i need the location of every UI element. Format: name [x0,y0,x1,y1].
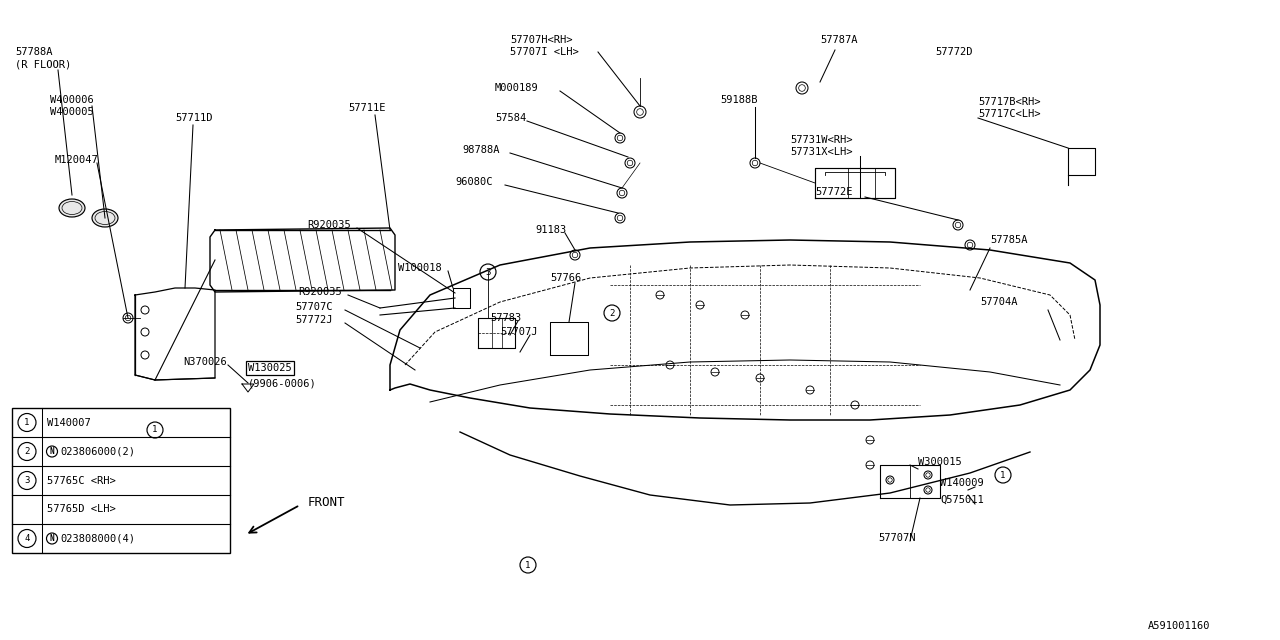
Text: M120047: M120047 [55,155,99,165]
Text: 57707H<RH>: 57707H<RH> [509,35,572,45]
Text: 57717C<LH>: 57717C<LH> [978,109,1041,119]
Circle shape [617,188,627,198]
Text: 023806000(2): 023806000(2) [60,447,134,456]
Text: 96080C: 96080C [454,177,493,187]
Text: W300015: W300015 [918,457,961,467]
Text: FRONT: FRONT [308,495,346,509]
Circle shape [614,133,625,143]
Bar [12,408,230,553]
Text: 57785A: 57785A [989,235,1028,245]
Text: R920035: R920035 [298,287,342,297]
Text: 57766: 57766 [550,273,581,283]
Text: W140009: W140009 [940,478,984,488]
Text: N: N [50,534,54,543]
Text: W100018: W100018 [398,263,442,273]
Text: 57704A: 57704A [980,297,1018,307]
Circle shape [570,250,580,260]
Text: 57584: 57584 [495,113,526,123]
Text: 57731W<RH>: 57731W<RH> [790,135,852,145]
Text: 57772E: 57772E [815,187,852,197]
Text: 57788A: 57788A [15,47,52,57]
Text: 59188B: 59188B [721,95,758,105]
Text: 3: 3 [485,268,490,276]
Text: (9906-0006): (9906-0006) [248,378,316,388]
Circle shape [634,106,646,118]
Circle shape [625,158,635,168]
Text: 57707J: 57707J [500,327,538,337]
Circle shape [924,471,932,479]
Text: 57772J: 57772J [294,315,333,325]
Text: 57717B<RH>: 57717B<RH> [978,97,1041,107]
Text: 57711D: 57711D [175,113,212,123]
Text: 57707I <LH>: 57707I <LH> [509,47,579,57]
Circle shape [954,220,963,230]
Text: 4: 4 [24,534,29,543]
Text: 1: 1 [152,426,157,435]
Text: W140007: W140007 [47,417,91,428]
Text: 57731X<LH>: 57731X<LH> [790,147,852,157]
Circle shape [614,213,625,223]
Circle shape [796,82,808,94]
Text: 57711E: 57711E [348,103,385,113]
Text: 1: 1 [24,418,29,427]
Text: 98788A: 98788A [462,145,499,155]
Text: 57707N: 57707N [878,533,915,543]
Text: (R FLOOR): (R FLOOR) [15,59,72,69]
Text: W130025: W130025 [248,363,292,373]
Text: N370026: N370026 [183,357,227,367]
Text: 1: 1 [1000,470,1006,479]
Text: 57772D: 57772D [934,47,973,57]
Circle shape [123,313,133,323]
Text: R920035: R920035 [307,220,351,230]
Text: 57783: 57783 [490,313,521,323]
Ellipse shape [92,209,118,227]
Text: 2: 2 [24,447,29,456]
Text: Q575011: Q575011 [940,495,984,505]
Text: 2: 2 [609,308,614,317]
Text: 57787A: 57787A [820,35,858,45]
Text: W400005: W400005 [50,107,93,117]
Text: A591001160: A591001160 [1148,621,1211,631]
Text: W400006: W400006 [50,95,93,105]
Text: N: N [50,447,54,456]
Text: 57707C: 57707C [294,302,333,312]
Circle shape [924,486,932,494]
Ellipse shape [59,199,84,217]
Text: 1: 1 [525,561,531,570]
Text: M000189: M000189 [495,83,539,93]
Text: 57765D <LH>: 57765D <LH> [47,504,115,515]
Text: 3: 3 [24,476,29,485]
Circle shape [965,240,975,250]
Circle shape [750,158,760,168]
Circle shape [886,476,893,484]
Text: 57765C <RH>: 57765C <RH> [47,476,115,486]
Text: 91183: 91183 [535,225,566,235]
Text: 023808000(4): 023808000(4) [60,534,134,543]
